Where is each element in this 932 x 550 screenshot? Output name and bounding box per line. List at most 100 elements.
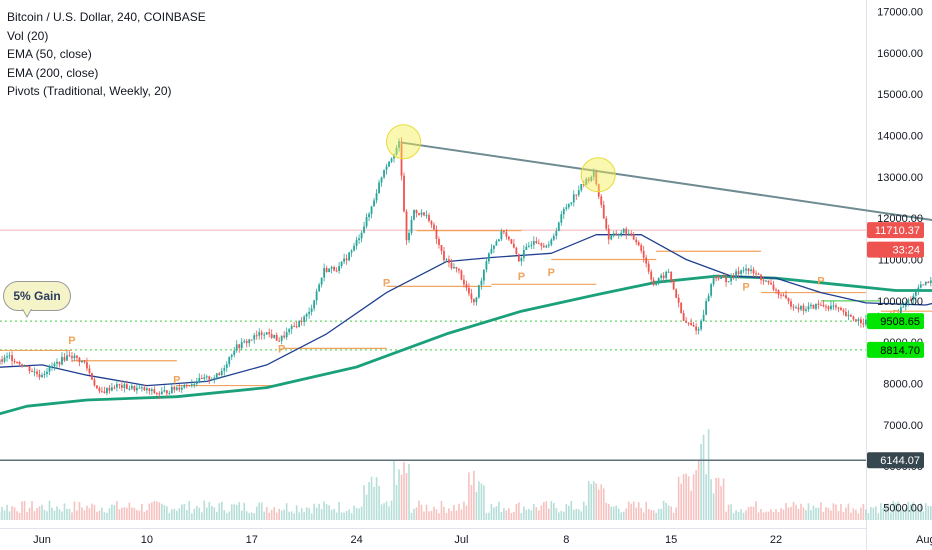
candle-body [782, 295, 785, 297]
volume-bar [612, 506, 615, 520]
volume-bar [910, 504, 912, 520]
candle-body [340, 261, 343, 267]
volume-bar [315, 507, 318, 520]
volume-bar [875, 506, 877, 520]
volume-bar [48, 500, 51, 520]
candle-body [245, 341, 248, 344]
candle-body [268, 332, 271, 335]
candle-body [113, 387, 116, 389]
candle-body [138, 387, 141, 389]
volume-bar [480, 483, 483, 520]
volume-bar [433, 506, 435, 520]
volume-bar [705, 474, 707, 520]
volume-bar [191, 513, 193, 520]
candle-body [575, 194, 578, 196]
volume-bar [93, 505, 96, 520]
volume-bar [98, 510, 101, 520]
candle-body [630, 233, 633, 235]
ema50-line [0, 234, 932, 387]
volume-bar [410, 512, 413, 520]
candle-body [497, 239, 500, 242]
volume-bar [440, 501, 443, 520]
candle-body [385, 166, 388, 170]
candle-body [8, 355, 11, 357]
candle-body [917, 287, 920, 291]
volume-bar [772, 512, 775, 520]
candle-body [66, 355, 68, 361]
candle-body [792, 306, 795, 308]
candle-body [120, 385, 123, 388]
volume-bar [697, 460, 700, 520]
volume-bar [233, 504, 236, 520]
volume-bar [787, 507, 790, 520]
volume-bar [488, 512, 490, 520]
legend-pivots[interactable]: Pivots (Traditional, Weekly, 20) [7, 84, 172, 98]
candle-body [445, 259, 448, 261]
candle-body [101, 391, 103, 393]
legend-ema50[interactable]: EMA (50, close) [7, 47, 92, 61]
volume-bar [837, 510, 840, 520]
volume-bar [183, 503, 186, 520]
candle-body [670, 271, 673, 280]
y-tick-label: 10000.00 [877, 296, 923, 308]
volume-bar [610, 506, 613, 520]
legend-volume[interactable]: Vol (20) [7, 28, 49, 43]
candle-body [183, 384, 186, 388]
pivot-marker: P [742, 282, 749, 294]
volume-bar [725, 511, 727, 520]
candle-body [293, 326, 296, 328]
candle-body [767, 280, 770, 283]
volume-bar [225, 513, 228, 520]
candle-body [645, 257, 648, 264]
x-tick-label: 17 [246, 534, 258, 546]
candle-body [757, 273, 760, 275]
volume-bar [258, 502, 261, 520]
candle-body [522, 249, 525, 258]
candle-body [36, 371, 38, 375]
candle-body [46, 371, 48, 374]
volume-bar [13, 507, 16, 520]
volume-bar [413, 508, 415, 520]
candle-body [330, 266, 333, 269]
volume-bar [707, 429, 710, 520]
candle-body [650, 271, 653, 280]
candle-body [857, 319, 860, 322]
candle-body [502, 231, 505, 233]
volume-bar [550, 501, 553, 520]
candle-body [135, 387, 138, 391]
candle-body [495, 241, 498, 246]
volume-bar [627, 501, 630, 520]
candle-body [505, 232, 508, 237]
candle-body [468, 287, 470, 294]
volume-bar [238, 502, 241, 520]
candle-body [205, 376, 208, 378]
volume-bar [885, 504, 887, 520]
candle-body [218, 373, 221, 376]
candle-body [253, 335, 256, 340]
candle-body [827, 306, 830, 310]
candle-body [150, 389, 153, 391]
candle-body [290, 326, 293, 330]
legend-symbol[interactable]: Bitcoin / U.S. Dollar, 240, COINBASE [7, 10, 206, 24]
candle-body [597, 184, 600, 197]
volume-bar [812, 505, 815, 520]
volume-bar [438, 513, 440, 520]
volume-bar [827, 508, 830, 520]
volume-bar [86, 505, 88, 520]
candle-body [213, 377, 216, 379]
legend-ema200[interactable]: EMA (200, close) [7, 65, 99, 80]
candle-body [215, 373, 218, 378]
volume-bar [303, 512, 305, 520]
candle-body [682, 313, 685, 321]
candle-body [850, 314, 852, 317]
candle-body [76, 355, 78, 358]
volume-bar [23, 500, 26, 520]
candle-body [363, 226, 365, 233]
candle-body [755, 273, 757, 275]
volume-bar [657, 508, 660, 520]
volume-bar [320, 509, 323, 520]
gain-callout[interactable]: 5% Gain [3, 281, 71, 311]
candle-body [725, 277, 727, 283]
